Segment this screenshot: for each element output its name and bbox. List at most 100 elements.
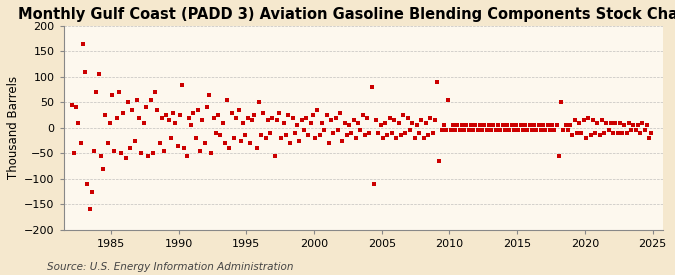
Point xyxy=(646,131,657,135)
Point xyxy=(296,118,307,122)
Point xyxy=(624,120,634,125)
Point xyxy=(260,136,271,140)
Point xyxy=(578,118,589,122)
Point xyxy=(224,146,235,150)
Point xyxy=(472,128,483,133)
Point xyxy=(384,116,395,120)
Point xyxy=(298,128,309,133)
Point xyxy=(637,120,648,125)
Point xyxy=(589,131,600,135)
Point xyxy=(305,120,316,125)
Point xyxy=(391,136,402,140)
Point xyxy=(556,100,566,104)
Point xyxy=(321,113,332,117)
Point xyxy=(515,123,526,128)
Point xyxy=(292,123,302,128)
Point xyxy=(371,118,381,122)
Point xyxy=(495,128,506,133)
Point xyxy=(364,131,375,135)
Point xyxy=(456,123,467,128)
Point xyxy=(147,151,158,156)
Point xyxy=(132,98,142,102)
Point xyxy=(594,133,605,138)
Text: Source: U.S. Energy Information Administration: Source: U.S. Energy Information Administ… xyxy=(47,262,294,272)
Point xyxy=(294,138,305,143)
Point xyxy=(587,118,598,122)
Point xyxy=(353,120,364,125)
Point xyxy=(486,128,497,133)
Point xyxy=(95,154,106,158)
Point xyxy=(319,128,329,133)
Point xyxy=(518,128,529,133)
Point xyxy=(619,123,630,128)
Point xyxy=(100,113,111,117)
Point xyxy=(66,103,77,107)
Point xyxy=(204,92,215,97)
Point xyxy=(167,110,178,115)
Point xyxy=(233,108,244,112)
Point xyxy=(315,133,325,138)
Point xyxy=(265,131,275,135)
Point xyxy=(443,98,454,102)
Point xyxy=(446,128,456,133)
Point xyxy=(215,133,226,138)
Point xyxy=(504,128,514,133)
Point xyxy=(177,82,188,87)
Point xyxy=(127,108,138,112)
Point xyxy=(271,118,282,122)
Point xyxy=(418,136,429,140)
Point xyxy=(355,128,366,133)
Point xyxy=(407,120,418,125)
Point xyxy=(84,207,95,211)
Point xyxy=(626,128,637,133)
Point xyxy=(256,133,267,138)
Point xyxy=(251,146,262,150)
Point xyxy=(73,120,84,125)
Point xyxy=(102,141,113,145)
Point xyxy=(542,123,553,128)
Point xyxy=(475,123,485,128)
Point xyxy=(562,128,573,133)
Point xyxy=(425,116,435,120)
Point xyxy=(258,110,269,115)
Point xyxy=(357,113,368,117)
Point xyxy=(632,123,643,128)
Point xyxy=(344,123,354,128)
Point xyxy=(483,123,494,128)
Point xyxy=(448,123,458,128)
Point xyxy=(339,120,350,125)
Point xyxy=(554,154,564,158)
Point xyxy=(601,120,612,125)
Point xyxy=(209,116,219,120)
Point xyxy=(107,92,117,97)
Point xyxy=(184,116,194,120)
Point xyxy=(468,128,479,133)
Point xyxy=(348,118,359,122)
Point xyxy=(583,116,593,120)
Point xyxy=(350,136,361,140)
Point xyxy=(105,120,115,125)
Point xyxy=(288,116,298,120)
Point xyxy=(111,116,122,120)
Point xyxy=(68,151,79,156)
Point xyxy=(360,133,371,138)
Point xyxy=(337,138,348,143)
Point xyxy=(497,123,508,128)
Point xyxy=(506,123,517,128)
Point xyxy=(481,128,492,133)
Point xyxy=(80,70,90,74)
Point xyxy=(389,118,400,122)
Point xyxy=(163,118,174,122)
Point xyxy=(608,131,618,135)
Point xyxy=(197,118,208,122)
Point xyxy=(459,128,470,133)
Point xyxy=(308,113,319,117)
Point xyxy=(140,105,151,110)
Point xyxy=(398,113,408,117)
Point xyxy=(639,128,650,133)
Point xyxy=(231,116,242,120)
Point xyxy=(109,148,119,153)
Point xyxy=(605,120,616,125)
Point xyxy=(369,182,379,186)
Point xyxy=(253,100,264,104)
